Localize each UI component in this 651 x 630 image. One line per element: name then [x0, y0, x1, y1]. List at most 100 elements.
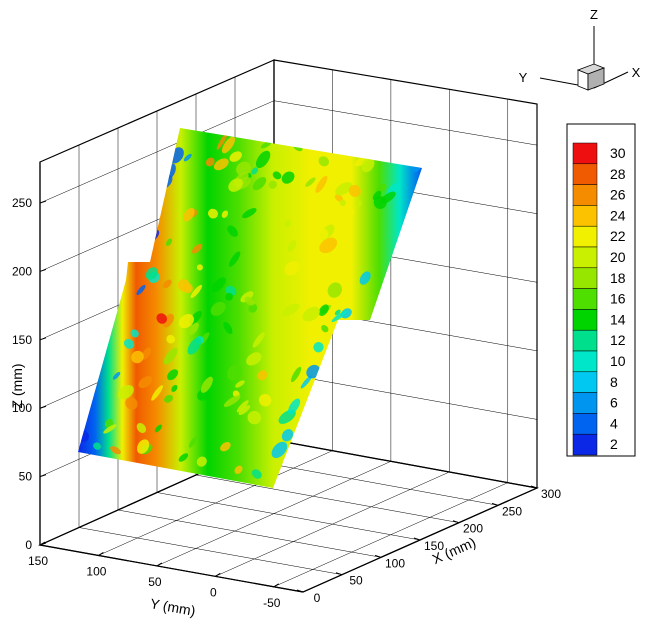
z-tick-label: 200 — [12, 264, 32, 278]
contour-patch — [271, 441, 288, 459]
contour-patch — [130, 329, 139, 338]
contour-patch — [321, 325, 329, 333]
z-tick — [39, 268, 47, 272]
x-gridline — [156, 492, 421, 541]
legend-swatch — [572, 371, 598, 393]
contour-patch — [302, 306, 320, 322]
contour-patch — [318, 156, 330, 167]
contour-patch — [223, 395, 241, 407]
y-tick-label: 50 — [148, 575, 162, 589]
contour-patch — [281, 171, 295, 184]
legend-swatch — [572, 392, 598, 414]
contour-patch — [229, 151, 242, 162]
contour-patch — [355, 200, 362, 207]
x-tick — [374, 554, 382, 558]
contour-patch — [205, 157, 215, 167]
contour-patch — [238, 405, 251, 416]
contour-patch — [288, 398, 301, 415]
contour-patch — [281, 429, 294, 442]
triad-cube-left — [577, 69, 589, 91]
z-tick-label: 150 — [12, 333, 32, 347]
contour-patch — [251, 167, 258, 175]
contour-patch — [196, 264, 203, 271]
legend-label: 26 — [610, 187, 626, 203]
contour-patch — [110, 446, 121, 455]
x-tick-label: 100 — [385, 556, 405, 570]
surface-texture — [78, 132, 421, 479]
y-tick — [39, 541, 46, 546]
contour-patch — [188, 436, 198, 448]
contour-patch — [145, 267, 158, 280]
y-tick — [273, 583, 280, 588]
contour-patch — [167, 369, 179, 381]
contour-patch — [154, 424, 162, 433]
x-gridline — [78, 527, 343, 575]
contour-patch — [228, 251, 241, 267]
legend-label: 14 — [610, 311, 626, 327]
legend-label: 18 — [610, 270, 626, 286]
legend-swatch — [572, 246, 598, 269]
contour-patch — [260, 141, 272, 149]
contour-patch — [281, 303, 300, 317]
contour-patch — [227, 364, 243, 381]
legend-swatch — [572, 329, 598, 352]
contour-patch — [376, 183, 387, 193]
y-tick — [98, 552, 104, 556]
x-tick-label: 250 — [502, 504, 522, 518]
contour-patch — [216, 132, 228, 150]
contour-patch — [93, 442, 102, 450]
legend-label: 22 — [610, 228, 626, 244]
z-axis-label: Z (mm) — [9, 363, 25, 408]
legend-label: 30 — [610, 145, 626, 161]
x-tick — [413, 537, 421, 541]
contour-patch — [103, 424, 117, 434]
contour-patch — [315, 175, 328, 193]
contour-patch — [306, 364, 321, 379]
contour-patch — [211, 277, 226, 293]
x-gridline — [273, 439, 538, 489]
legend-label: 6 — [610, 395, 618, 411]
legend-swatch — [572, 184, 598, 206]
y-tick — [215, 572, 221, 577]
contour-patch — [131, 350, 144, 364]
contour-patch — [221, 210, 229, 218]
contour-patch — [151, 385, 163, 401]
contour-patch — [335, 182, 353, 196]
legend-label: 2 — [610, 436, 618, 452]
contour-patch — [348, 185, 361, 197]
contour-patch — [359, 271, 371, 285]
contour-patch — [287, 240, 297, 252]
contour-patch — [177, 279, 191, 292]
contour-patch — [284, 261, 300, 276]
z-tick — [39, 405, 47, 409]
contour-patch — [334, 309, 341, 316]
legend-label: 4 — [610, 415, 618, 431]
contour-patch — [380, 191, 396, 204]
y-tick-label: 100 — [86, 564, 106, 578]
contour-patch — [182, 207, 195, 222]
contour-patch — [196, 456, 207, 467]
legend-swatch — [572, 163, 598, 185]
contour-patch — [228, 178, 243, 192]
contour-patch — [117, 384, 134, 400]
contour-surface — [78, 128, 422, 488]
z-tick-label: 100 — [12, 401, 32, 415]
legend-swatch — [572, 350, 598, 373]
x-tick — [452, 520, 460, 524]
contour-patch — [258, 393, 272, 407]
contour-patch — [316, 228, 329, 240]
contour-patch — [162, 279, 172, 289]
contour-patch — [248, 303, 258, 313]
contour-patch — [242, 208, 257, 219]
x-tick — [530, 485, 538, 489]
contour-patch — [178, 314, 194, 329]
contour-patch — [339, 199, 346, 207]
y-tick — [156, 562, 163, 567]
contour-patch — [272, 171, 282, 180]
legend-label: 16 — [610, 291, 626, 307]
contour-patch — [210, 301, 226, 316]
legend-label: 20 — [610, 249, 626, 265]
x-tick — [491, 502, 499, 506]
contour-patch — [319, 237, 338, 254]
contour-patch — [138, 376, 153, 389]
